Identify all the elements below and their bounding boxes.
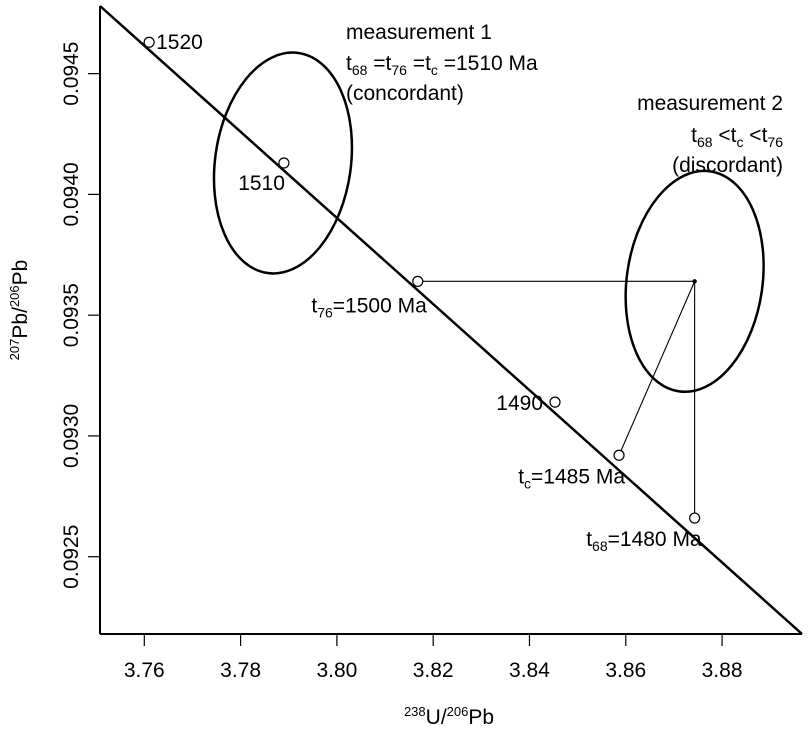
m2-t1-sub: 68 — [697, 134, 713, 150]
m2-t3: t — [762, 124, 768, 147]
m1-t1-sub: 68 — [352, 62, 368, 78]
m2-t1-rest: < — [713, 124, 731, 147]
age-marker-1490 — [549, 396, 561, 408]
measurement-2-center-point — [692, 279, 697, 284]
measurement-2-status: (discordant) — [672, 154, 783, 177]
age-marker-1500 — [412, 275, 424, 287]
age-label-sub: c — [524, 475, 531, 491]
m1-t3-rest: =1510 Ma — [438, 52, 538, 75]
projection-lines — [417, 280, 696, 519]
x-tick-label: 3.76 — [124, 659, 165, 682]
age-marker-1485 — [613, 449, 625, 461]
measurement-1-annotation: measurement 1 t68 =t76 =tc =1510 Ma (con… — [346, 21, 538, 105]
age-label-1520: 1520 — [156, 31, 203, 54]
m1-t2-sub: 76 — [391, 62, 407, 78]
x-axis-label: 238U/206Pb — [404, 704, 494, 729]
age-label-1485: tc=1485 Ma — [518, 465, 625, 491]
y-tick-label: 0.0935 — [60, 283, 83, 347]
y-ticks: 0.0945 0.0940 0.0935 0.0930 0.0925 — [60, 42, 100, 589]
measurement-1-relation: t68 =t76 =tc =1510 Ma — [346, 52, 538, 78]
x-axis-label-sup2: 206 — [447, 704, 469, 719]
age-label-1480: t68=1480 Ma — [586, 528, 702, 554]
m2-t1: t — [691, 124, 697, 147]
age-label-1500: t76=1500 Ma — [311, 294, 427, 320]
age-marker-1510 — [278, 157, 290, 169]
x-tick-label: 3.78 — [220, 659, 261, 682]
age-label-value: =1480 Ma — [608, 528, 702, 551]
m2-t2: t — [731, 124, 737, 147]
m2-t2-sub: c — [736, 134, 743, 150]
y-tick-label: 0.0945 — [60, 42, 83, 106]
m1-t1-rest: = — [367, 52, 385, 75]
age-label-sub: 76 — [317, 304, 333, 320]
y-axis-label-main1: Pb/ — [9, 307, 32, 339]
x-tick-label: 3.86 — [605, 659, 646, 682]
age-label-1510: 1510 — [238, 172, 285, 195]
age-label-t: t — [311, 294, 317, 317]
concordia-line — [99, 5, 803, 635]
measurement-2-ellipse — [624, 169, 765, 394]
age-label-t: t — [518, 465, 524, 488]
age-marker-1480 — [689, 512, 701, 524]
y-tick-label: 0.0925 — [60, 525, 83, 589]
axes: 3.76 3.78 3.80 3.82 3.84 3.86 3.88 0.09450.094… — [60, 6, 802, 682]
x-tick-label: 3.82 — [413, 659, 454, 682]
y-axis-label-sup1: 207 — [7, 339, 22, 361]
age-label-value: =1485 Ma — [531, 465, 625, 488]
x-tick-label: 3.84 — [509, 659, 550, 682]
m1-t3-sub: c — [431, 62, 438, 78]
x-ticks: 3.76 3.78 3.80 3.82 3.84 3.86 3.88 — [124, 634, 743, 682]
y-tick-label: 0.0930 — [60, 404, 83, 468]
age-label-1490: 1490 — [496, 392, 543, 415]
y-tick-label: 0.0940 — [60, 162, 83, 226]
error-ellipses — [212, 51, 765, 394]
y-axis-label-sup2: 206 — [7, 285, 22, 307]
m1-t1: t — [346, 52, 352, 75]
x-axis-label-main1: U/ — [426, 706, 447, 729]
age-label-sub: 68 — [592, 538, 608, 554]
x-tick-label: 3.88 — [702, 659, 743, 682]
x-tick-label: 3.80 — [316, 659, 357, 682]
m1-t2: t — [386, 52, 392, 75]
m1-t2-rest: = — [407, 52, 425, 75]
m2-t3-sub: 76 — [767, 134, 783, 150]
projection-line — [618, 281, 696, 456]
measurement-1-title: measurement 1 — [346, 21, 492, 44]
measurement-2-title: measurement 2 — [637, 92, 783, 115]
measurement-1-ellipse — [212, 51, 354, 275]
measurement-1-status: (concordant) — [346, 82, 464, 105]
x-axis-label-main2: Pb — [468, 706, 494, 729]
measurement-2-annotation: measurement 2 t68 <tc <t76 (discordant) — [637, 92, 783, 177]
m1-t3: t — [425, 52, 431, 75]
age-label-value: =1500 Ma — [333, 294, 427, 317]
m2-t2-rest: < — [743, 124, 761, 147]
measurement-2-relation: t68 <tc <t76 — [691, 124, 783, 150]
y-axis-label: 207Pb/206Pb — [7, 260, 32, 361]
age-label-t: t — [586, 528, 592, 551]
y-axis-label-main2: Pb — [9, 260, 32, 286]
age-marker-1520 — [143, 36, 155, 48]
x-axis-label-sup1: 238 — [404, 704, 426, 719]
